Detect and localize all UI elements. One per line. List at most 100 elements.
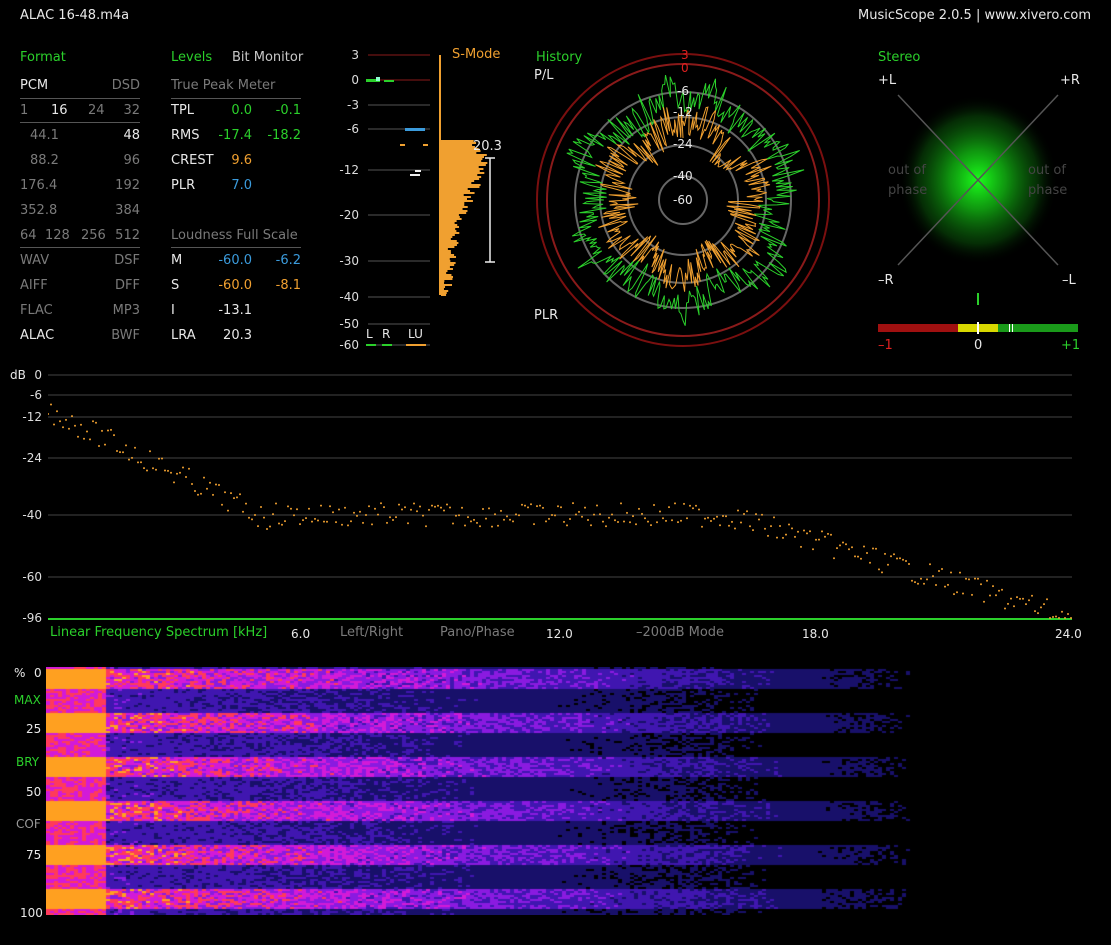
spectrum-tick-m24: -24 bbox=[22, 451, 42, 465]
spectrum-dot bbox=[89, 438, 91, 441]
spectrum-dot bbox=[998, 589, 1000, 592]
spectrum-x-6: 6.0 bbox=[291, 627, 311, 641]
spectrum-dot bbox=[617, 521, 619, 523]
spectrum-dot bbox=[746, 510, 748, 513]
spectrum-dot bbox=[269, 525, 271, 528]
meter-tick-m6: -6 bbox=[347, 122, 359, 136]
container-aiff: AIFF bbox=[20, 278, 48, 293]
histogram-bin bbox=[441, 204, 465, 206]
spectrum-dot bbox=[278, 522, 280, 525]
spectrum-dot bbox=[902, 558, 904, 561]
spectrum-dot bbox=[1010, 597, 1012, 600]
smode-toggle[interactable]: S-Mode bbox=[452, 47, 501, 62]
spectrum-dot bbox=[563, 520, 565, 523]
spectrum-dot bbox=[1070, 617, 1072, 619]
spectrum-dot bbox=[425, 525, 427, 528]
ring-label-m40: -40 bbox=[673, 169, 693, 183]
spectrum-dot bbox=[119, 451, 121, 454]
spectrum-dot bbox=[644, 517, 646, 520]
spectrogram-tick-100: 100 bbox=[20, 906, 43, 920]
dsd-128: 128 bbox=[45, 228, 70, 243]
format-bitdepth-row: 1 16 24 32 bbox=[20, 103, 140, 123]
spectrum-dot bbox=[446, 503, 448, 506]
spectrum-dot bbox=[731, 520, 733, 523]
spectrum-dot bbox=[179, 471, 181, 474]
spectrum-dot bbox=[302, 519, 304, 522]
spectrum-dot bbox=[482, 508, 484, 510]
spectrum-dot bbox=[347, 524, 349, 527]
spectrum-dot bbox=[815, 538, 817, 541]
spectrum-dot bbox=[371, 523, 373, 526]
spectrum-dot bbox=[68, 427, 70, 430]
spectrum-dot bbox=[710, 520, 712, 522]
history-plr-label: PLR bbox=[534, 308, 559, 323]
spectrum-dot bbox=[698, 508, 700, 511]
mode-200db-button[interactable]: –200dB Mode bbox=[636, 625, 725, 640]
spectrum-dot bbox=[59, 420, 61, 423]
histogram-bin bbox=[441, 192, 475, 194]
spectrum-x-12: 12.0 bbox=[546, 627, 573, 641]
histogram-bin bbox=[441, 266, 450, 268]
spectrum-dot bbox=[794, 535, 796, 538]
out-of-left: out of bbox=[888, 163, 926, 178]
spectrum-dot bbox=[434, 505, 436, 508]
rate-48: 48 bbox=[123, 128, 140, 143]
spectrum-dot bbox=[542, 506, 544, 509]
correlation-pointer bbox=[977, 293, 979, 305]
history-peak-trace bbox=[566, 74, 805, 326]
spectrum-dot bbox=[857, 555, 859, 558]
spectrum-dot bbox=[197, 493, 199, 496]
spectrum-dot bbox=[533, 523, 535, 526]
spectrum-dot bbox=[596, 504, 598, 507]
meter-tick-m60: -60 bbox=[339, 338, 359, 352]
spectrum-dot bbox=[479, 525, 481, 528]
spectrum-dot bbox=[872, 547, 874, 550]
spectrum-dot bbox=[203, 476, 205, 479]
spectrum-dot bbox=[209, 481, 211, 484]
ring-label-0: 0 bbox=[681, 61, 689, 75]
histogram-bin bbox=[441, 284, 453, 286]
spectrum-dot bbox=[323, 520, 325, 523]
meter-tick-m50: -50 bbox=[339, 317, 359, 331]
spectrum-dot bbox=[932, 575, 934, 578]
tpl-label: TPL bbox=[171, 103, 195, 118]
spectrum-dot bbox=[215, 483, 217, 486]
spectrum-dot bbox=[62, 426, 64, 429]
histogram-bin bbox=[441, 242, 459, 244]
spectrum-dot bbox=[71, 415, 73, 418]
spectrum-dot bbox=[959, 571, 961, 574]
rate-row-4: 352.8 384 bbox=[20, 203, 140, 223]
spectrum-dot bbox=[509, 518, 511, 521]
mode-pano-phase-button[interactable]: Pano/Phase bbox=[440, 625, 515, 640]
spectrum-dot bbox=[1040, 606, 1042, 609]
spectrum-dot bbox=[233, 497, 235, 500]
spectrum-dot bbox=[722, 515, 724, 517]
spectrum-dot bbox=[326, 520, 328, 523]
mode-left-right-button[interactable]: Left/Right bbox=[340, 625, 404, 640]
spectrum-dot bbox=[164, 469, 166, 472]
i-label: I bbox=[171, 303, 175, 318]
spectrum-dot bbox=[443, 509, 445, 512]
spectrum-dot bbox=[950, 571, 952, 574]
bit-monitor-button[interactable]: Bit Monitor bbox=[232, 50, 304, 65]
rate-row-1: 44.1 48 bbox=[20, 128, 140, 148]
histogram-bin bbox=[441, 226, 459, 228]
spectrum-dot bbox=[581, 515, 583, 518]
spectrum-dot bbox=[530, 503, 532, 506]
spectrum-dot bbox=[242, 510, 244, 513]
spectrum-dot bbox=[374, 507, 376, 510]
spectrum-dot bbox=[1067, 613, 1069, 615]
meter-tick-3: 3 bbox=[351, 48, 359, 62]
spectrum-dot bbox=[623, 520, 625, 523]
spectrum-dot bbox=[1025, 603, 1027, 606]
lra-readout: 20.3 bbox=[473, 139, 502, 154]
spectrum-dot bbox=[923, 582, 925, 585]
spectrum-dot bbox=[212, 493, 214, 496]
spectrum-dot bbox=[725, 515, 727, 518]
spectrum-dot bbox=[1031, 594, 1033, 597]
histogram-bin bbox=[441, 264, 455, 266]
histogram-bin bbox=[441, 218, 462, 220]
spectrum-dot bbox=[389, 516, 391, 519]
spectrum-dot bbox=[905, 560, 907, 562]
spectrum-dot bbox=[719, 524, 721, 527]
